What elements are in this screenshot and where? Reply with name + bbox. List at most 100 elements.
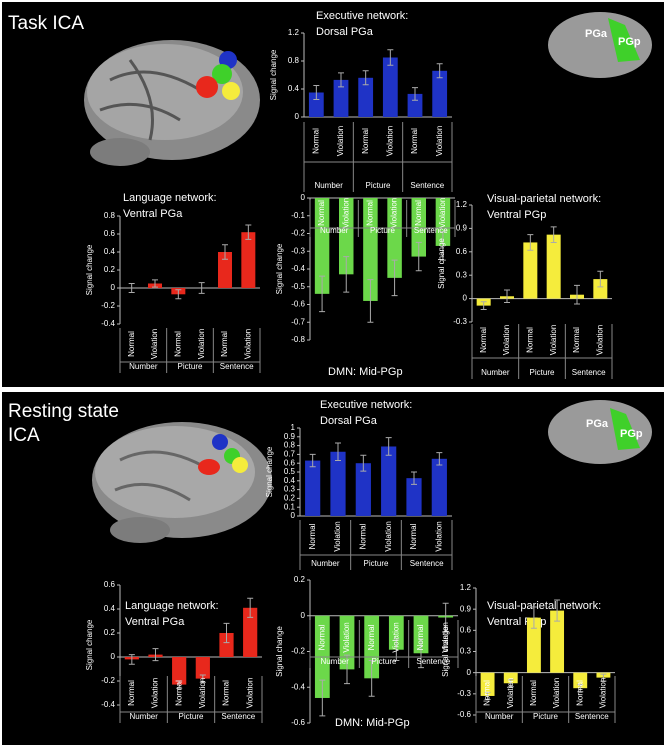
y-axis-label: Signal change xyxy=(85,244,94,295)
group-label: Number xyxy=(320,657,349,666)
bar xyxy=(308,92,324,117)
error-bar xyxy=(198,282,205,294)
bar xyxy=(431,458,447,516)
x-tick-label: Normal xyxy=(358,523,367,549)
chart-title: Language network: xyxy=(125,600,219,612)
y-axis-label: Signal change xyxy=(269,49,278,100)
error-bar xyxy=(152,279,158,288)
x-tick-label: Violation xyxy=(552,678,561,709)
bar xyxy=(172,657,187,685)
x-tick-label: Normal xyxy=(308,523,317,549)
x-tick-label: Normal xyxy=(416,624,425,650)
y-tick-label: 0.3 xyxy=(284,485,296,494)
bar xyxy=(305,460,321,516)
chart-title: DMN: Mid-PGp xyxy=(335,717,410,729)
y-tick-label: 0.6 xyxy=(460,625,472,634)
y-tick-label: -0.8 xyxy=(291,335,305,344)
x-tick-label: Violation xyxy=(434,521,443,552)
brain-label: PGa xyxy=(585,28,608,40)
y-tick-label: -0.5 xyxy=(291,282,305,291)
bar xyxy=(382,57,398,117)
y-tick-label: 0 xyxy=(111,283,116,292)
bar xyxy=(411,198,426,257)
y-tick-label: 0.6 xyxy=(284,458,296,467)
x-tick-label: Normal xyxy=(361,128,370,154)
y-tick-label: 0.6 xyxy=(104,580,116,589)
bar xyxy=(413,615,429,654)
error-bar xyxy=(484,691,491,700)
y-tick-label: -0.2 xyxy=(101,301,115,310)
y-tick-label: 0 xyxy=(295,112,300,121)
error-bar xyxy=(387,49,394,66)
group-label: Picture xyxy=(372,657,397,666)
bar xyxy=(573,672,588,689)
error-bar xyxy=(176,680,183,689)
x-tick-label: Normal xyxy=(575,680,584,706)
error-bar xyxy=(480,301,487,311)
error-bar xyxy=(418,638,424,669)
group-label: Sentence xyxy=(575,712,609,721)
y-tick-label: 0 xyxy=(301,193,306,202)
chart-title: Executive network: xyxy=(316,10,408,22)
group-label: Sentence xyxy=(410,181,444,190)
chart-title: Language network: xyxy=(123,192,217,204)
x-tick-label: Normal xyxy=(483,680,492,706)
group-label: Number xyxy=(314,181,343,190)
x-tick-label: Normal xyxy=(220,331,229,357)
group-label: Sentence xyxy=(221,712,255,721)
error-bar xyxy=(439,231,446,261)
y-tick-label: -0.4 xyxy=(291,264,305,273)
error-bar xyxy=(504,289,510,303)
bar xyxy=(195,657,210,679)
x-tick-label: Normal xyxy=(174,680,183,706)
error-bar xyxy=(527,234,534,251)
error-bar xyxy=(152,648,159,662)
error-bar xyxy=(436,452,443,466)
bar xyxy=(480,672,495,696)
y-tick-label: 0.6 xyxy=(104,229,116,238)
bar xyxy=(503,672,518,684)
y-axis-label: Signal change xyxy=(265,446,274,497)
y-tick-label: 0.5 xyxy=(284,467,296,476)
y-tick-label: -0.2 xyxy=(291,229,305,238)
x-tick-label: Normal xyxy=(414,200,423,226)
x-tick-label: Violation xyxy=(599,678,608,709)
y-tick-label: -0.1 xyxy=(291,211,305,220)
x-tick-label: Violation xyxy=(245,678,254,709)
group-label: Sentence xyxy=(572,368,606,377)
bar xyxy=(526,617,541,673)
y-tick-label: 0.9 xyxy=(284,432,296,441)
x-tick-label: Violation xyxy=(341,198,350,229)
y-tick-label: 0 xyxy=(467,668,472,677)
brain-inset-rest xyxy=(548,400,652,464)
x-tick-label: Normal xyxy=(479,327,488,353)
x-tick-label: Violation xyxy=(336,126,345,157)
bar xyxy=(243,607,258,657)
x-tick-label: Normal xyxy=(127,331,136,357)
error-bar xyxy=(128,654,135,665)
error-bar xyxy=(391,259,398,297)
y-tick-label: 0.8 xyxy=(104,211,116,220)
bar xyxy=(333,79,349,117)
bar xyxy=(593,279,608,299)
bar xyxy=(387,198,402,278)
x-tick-label: Normal xyxy=(529,680,538,706)
y-tick-label: 1.2 xyxy=(456,200,468,209)
chart-title: DMN: Mid-PGp xyxy=(328,366,403,378)
group-label: Picture xyxy=(179,712,204,721)
x-tick-label: Normal xyxy=(317,200,326,226)
error-bar xyxy=(309,453,316,468)
bar xyxy=(364,615,380,679)
x-tick-label: Violation xyxy=(198,678,207,709)
y-tick-label: -0.6 xyxy=(291,718,305,727)
x-tick-label: Normal xyxy=(410,128,419,154)
error-bar xyxy=(199,674,206,683)
bar xyxy=(523,242,538,299)
x-tick-label: Normal xyxy=(222,680,231,706)
y-tick-label: -0.3 xyxy=(291,246,305,255)
bar xyxy=(432,70,448,117)
error-bar xyxy=(574,284,580,305)
y-tick-label: 0.2 xyxy=(294,575,306,584)
x-tick-label: Violation xyxy=(197,329,206,360)
error-bar xyxy=(442,602,449,633)
